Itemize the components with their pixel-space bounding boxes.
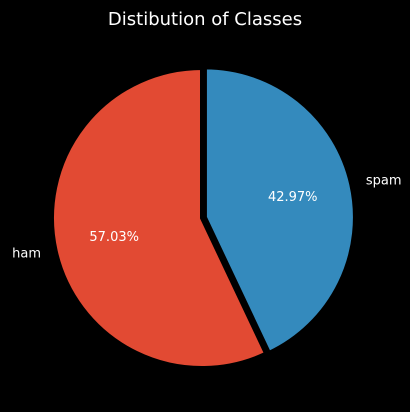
slice-label-ham: ham bbox=[12, 247, 41, 262]
pct-label-spam: 42.97% bbox=[268, 190, 318, 205]
slice-label-spam: spam bbox=[366, 174, 402, 189]
chart-title: Distibution of Classes bbox=[108, 9, 302, 30]
pie-labels: 42.97% spam 57.03% ham bbox=[12, 174, 401, 262]
pie-slices bbox=[50, 65, 357, 370]
pie-slice-ham bbox=[50, 65, 269, 370]
pct-label-ham: 57.03% bbox=[89, 230, 139, 245]
pie-slice-spam bbox=[202, 65, 357, 356]
